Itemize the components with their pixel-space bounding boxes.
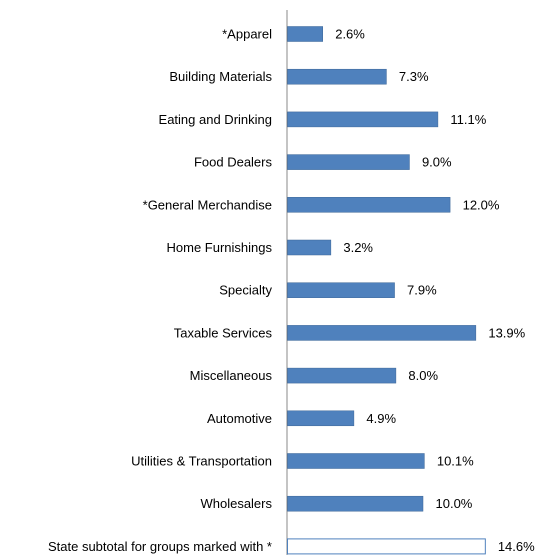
value-label-3: 9.0% — [422, 155, 452, 170]
bar-0 — [287, 26, 323, 42]
value-label-7: 13.9% — [488, 325, 525, 340]
value-label-8: 8.0% — [408, 368, 438, 383]
category-label-12: State subtotal for groups marked with * — [48, 539, 272, 554]
bar-11 — [287, 495, 424, 512]
category-label-6: Specialty — [219, 283, 272, 298]
value-label-4: 12.0% — [463, 197, 500, 212]
category-label-5: Home Furnishings — [167, 240, 273, 255]
bar-10 — [287, 453, 425, 469]
bar-5 — [287, 239, 332, 256]
value-label-2: 11.1% — [450, 112, 486, 127]
bar-9 — [287, 410, 355, 427]
value-label-10: 10.1% — [437, 454, 474, 469]
category-label-2: Eating and Drinking — [159, 112, 272, 127]
category-label-11: Wholesalers — [200, 496, 272, 511]
category-label-7: Taxable Services — [174, 325, 273, 340]
category-label-8: Miscellaneous — [190, 368, 273, 383]
value-label-6: 7.9% — [407, 283, 437, 298]
value-label-11: 10.0% — [436, 496, 473, 511]
value-label-12: 14.6% — [498, 539, 535, 554]
category-label-0: *Apparel — [222, 27, 272, 42]
category-label-1: Building Materials — [169, 69, 272, 84]
category-label-4: *General Merchandise — [143, 197, 272, 212]
category-labels-group: *Apparel Building Materials Eating and Dri… — [48, 27, 273, 554]
bar-12 — [287, 538, 486, 555]
value-label-1: 7.3% — [399, 69, 429, 84]
value-label-0: 2.6% — [335, 27, 365, 42]
bar-3 — [287, 154, 410, 170]
bar-1 — [287, 68, 387, 85]
bar-7 — [287, 325, 477, 341]
category-label-10: Utilities & Transportation — [131, 454, 272, 469]
bar-8 — [287, 367, 397, 384]
bar-6 — [287, 282, 395, 298]
value-label-9: 4.9% — [366, 411, 396, 426]
category-label-3: Food Dealers — [194, 155, 273, 170]
value-label-5: 3.2% — [343, 240, 373, 255]
value-labels-group: 2.6% 7.3% 11.1% 9.0% 12.0% 3.2% 7.9% 13.9% 8.0% 4… — [335, 27, 535, 554]
bar-2 — [287, 111, 439, 128]
bars-group — [287, 26, 486, 555]
bar-4 — [287, 197, 451, 213]
category-label-9: Automotive — [207, 411, 272, 426]
